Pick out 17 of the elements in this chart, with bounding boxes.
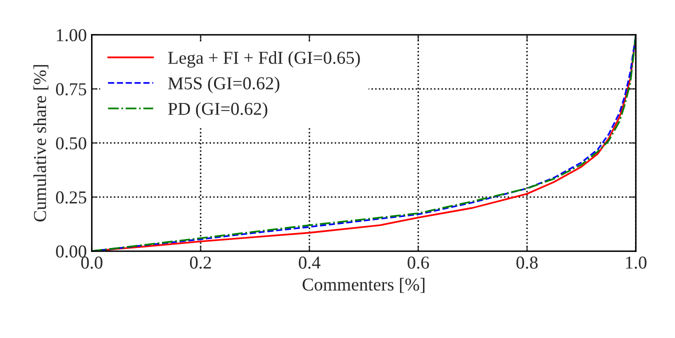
x-tick-label: 0.6	[408, 256, 429, 269]
y-tick-label: 1.00	[56, 29, 86, 42]
x-tick-label: 0.8	[516, 256, 538, 269]
line-series	[92, 34, 636, 252]
x-tick-label: 0.0	[81, 256, 102, 269]
legend-label: M5S (GI=0.62)	[168, 76, 280, 94]
y-axis-title: Cumulative share [%]	[33, 65, 48, 222]
x-tick-label: 1.0	[626, 256, 646, 269]
legend-label: PD (GI=0.62)	[168, 102, 268, 119]
x-tick-label: 0.2	[190, 256, 211, 269]
y-tick-label: 0.75	[56, 83, 86, 96]
x-tick-label: 0.4	[298, 256, 320, 269]
x-axis-title: Commenters [%]	[302, 278, 424, 293]
y-tick-label: 0.00	[56, 245, 86, 258]
legend-label: Lega + FI + FdI (GI=0.65)	[168, 51, 360, 68]
y-tick-label: 0.50	[56, 137, 86, 150]
y-tick-label: 0.25	[56, 191, 86, 204]
